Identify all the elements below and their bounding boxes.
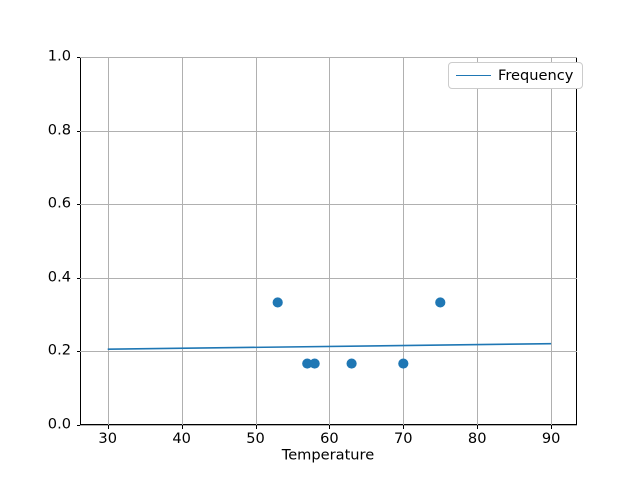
x-tick-label: 70 (394, 430, 413, 447)
x-tick-label: 40 (172, 430, 191, 447)
x-tick-label: 50 (246, 430, 265, 447)
gridline-y (80, 277, 577, 279)
x-tick-mark (181, 425, 183, 429)
x-tick-mark (107, 425, 109, 429)
y-tick-mark (76, 130, 80, 132)
y-tick-label: 0.4 (47, 268, 71, 286)
gridline-x (551, 57, 553, 425)
y-tick-mark (76, 425, 80, 426)
gridline-y (80, 425, 577, 426)
y-tick-mark (76, 351, 80, 353)
gridline-x (403, 57, 405, 425)
x-axis-label: Temperature (281, 446, 375, 464)
x-tick-mark (329, 425, 331, 429)
y-tick-label: 1.0 (47, 47, 71, 65)
gridline-y (80, 130, 577, 132)
y-tick-mark (76, 204, 80, 206)
x-tick-label: 90 (541, 430, 561, 447)
gridline-x (477, 57, 479, 425)
legend-entry-label: Frequency (498, 67, 574, 84)
y-tick-mark (76, 277, 80, 279)
gridline-x (329, 57, 331, 425)
legend-line-swatch (456, 75, 491, 76)
x-tick-label: 80 (467, 430, 487, 447)
x-tick-label: 30 (98, 430, 117, 447)
gridline-x (181, 57, 183, 425)
y-tick-mark (76, 57, 80, 58)
x-tick-label: 60 (320, 430, 339, 447)
x-tick-mark (255, 425, 257, 429)
y-tick-label: 0.2 (47, 342, 71, 360)
y-tick-label: 0.8 (47, 121, 71, 139)
gridline-x (107, 57, 109, 425)
gridline-x (255, 57, 257, 425)
legend: Frequency (448, 62, 584, 89)
y-tick-label: 0.0 (47, 415, 71, 433)
gridline-y (80, 57, 577, 58)
x-tick-mark (477, 425, 479, 429)
gridline-y (80, 204, 577, 206)
gridline-y (80, 351, 577, 353)
x-tick-mark (551, 425, 553, 429)
x-tick-mark (403, 425, 405, 429)
y-tick-label: 0.6 (47, 194, 71, 212)
